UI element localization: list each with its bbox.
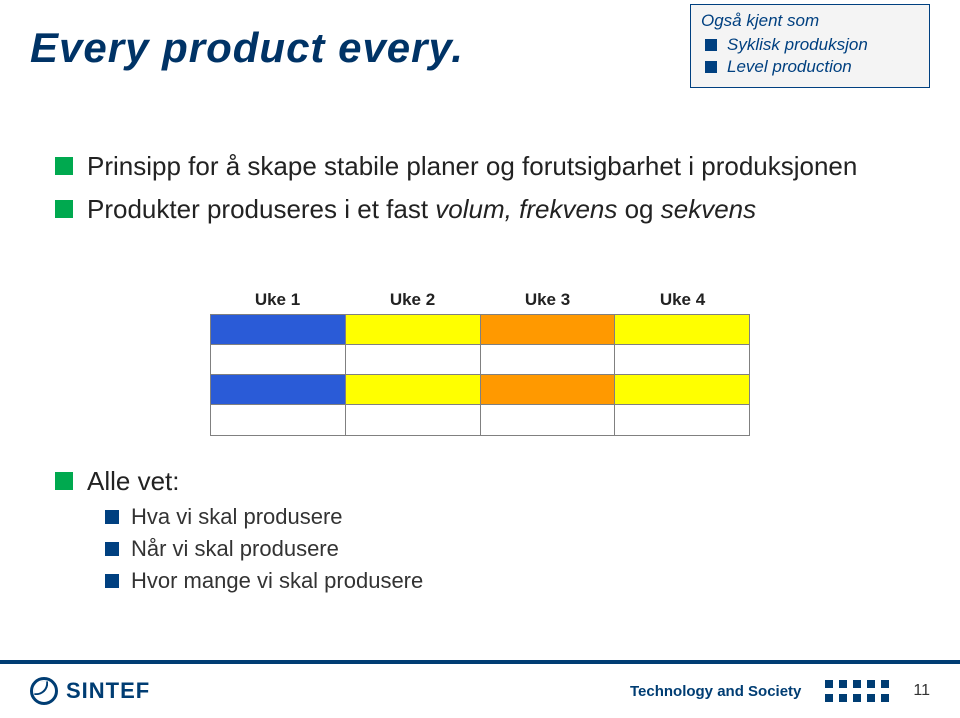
- logo-text: SINTEF: [66, 678, 150, 704]
- aka-item: Syklisk produksjon: [705, 35, 919, 55]
- chart-cell: [211, 345, 346, 374]
- chart-row: [211, 315, 749, 345]
- chart-cell: [615, 405, 749, 435]
- list-text: Produkter produseres i et fast volum, fr…: [87, 193, 756, 226]
- text-span: og: [617, 194, 660, 224]
- week-label: Uke 4: [615, 290, 750, 314]
- square-bullet-icon: [55, 472, 73, 490]
- list-item: Når vi skal produsere: [105, 536, 423, 562]
- list-item: Hvor mange vi skal produsere: [105, 568, 423, 594]
- footer: SINTEF Technology and Society 11: [0, 660, 960, 718]
- list-item: Prinsipp for å skape stabile planer og f…: [55, 150, 930, 183]
- list-text: Alle vet:: [87, 465, 180, 498]
- list-text: Prinsipp for å skape stabile planer og f…: [87, 150, 857, 183]
- chart-cell: [346, 345, 481, 374]
- chart-cell: [615, 345, 749, 374]
- chart-cell: [211, 375, 346, 404]
- logo-mark-icon: [30, 677, 58, 705]
- page-number: 11: [913, 682, 930, 700]
- square-bullet-icon: [705, 61, 717, 73]
- list-item: Produkter produseres i et fast volum, fr…: [55, 193, 930, 226]
- square-bullet-icon: [705, 39, 717, 51]
- emph-span: sekvens: [661, 194, 756, 224]
- dots-decoration-icon: [825, 680, 889, 702]
- list-item: Hva vi skal produsere: [105, 504, 423, 530]
- chart-cell: [346, 375, 481, 404]
- square-bullet-icon: [55, 200, 73, 218]
- aka-item: Level production: [705, 57, 919, 77]
- week-label: Uke 3: [480, 290, 615, 314]
- aka-header: Også kjent som: [701, 11, 919, 31]
- chart-row: [211, 375, 749, 405]
- square-bullet-icon: [55, 157, 73, 175]
- list-item: Alle vet:: [55, 465, 423, 498]
- list-text: Når vi skal produsere: [131, 536, 339, 562]
- week-label: Uke 2: [345, 290, 480, 314]
- list-text: Hva vi skal produsere: [131, 504, 343, 530]
- weeks-chart: Uke 1 Uke 2 Uke 3 Uke 4: [210, 290, 750, 436]
- emph-span: volum, frekvens: [435, 194, 617, 224]
- chart-cell: [481, 315, 616, 344]
- square-bullet-icon: [105, 542, 119, 556]
- sintef-logo: SINTEF: [30, 677, 150, 705]
- chart-cell: [346, 315, 481, 344]
- chart-cell: [346, 405, 481, 435]
- week-label: Uke 1: [210, 290, 345, 314]
- aka-text: Syklisk produksjon: [727, 35, 868, 55]
- week-labels-row: Uke 1 Uke 2 Uke 3 Uke 4: [210, 290, 750, 314]
- slide-title: Every product every.: [30, 24, 464, 72]
- aka-box: Også kjent som Syklisk produksjon Level …: [690, 4, 930, 88]
- chart-cell: [481, 405, 616, 435]
- chart-cell: [211, 405, 346, 435]
- square-bullet-icon: [105, 510, 119, 524]
- chart-cell: [211, 315, 346, 344]
- footer-right: Technology and Society 11: [630, 680, 930, 702]
- sub-children: Hva vi skal produsere Når vi skal produs…: [105, 504, 423, 594]
- chart-cell: [615, 375, 749, 404]
- chart-cell: [481, 345, 616, 374]
- list-text: Hvor mange vi skal produsere: [131, 568, 423, 594]
- footer-label: Technology and Society: [630, 683, 801, 700]
- chart-grid: [210, 314, 750, 436]
- chart-row: [211, 345, 749, 375]
- chart-cell: [615, 315, 749, 344]
- chart-cell: [481, 375, 616, 404]
- sub-list: Alle vet: Hva vi skal produsere Når vi s…: [55, 465, 423, 600]
- aka-text: Level production: [727, 57, 852, 77]
- text-span: Produkter produseres i et fast: [87, 194, 435, 224]
- square-bullet-icon: [105, 574, 119, 588]
- main-list: Prinsipp for å skape stabile planer og f…: [55, 150, 930, 235]
- chart-row: [211, 405, 749, 435]
